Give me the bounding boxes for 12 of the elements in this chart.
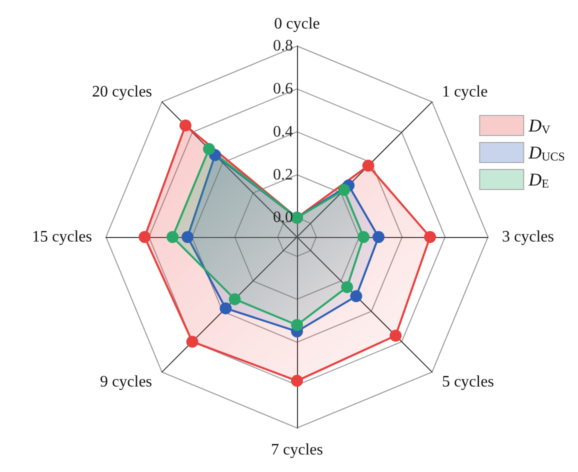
y-tick-label: 0.2 xyxy=(273,166,293,184)
y-tick-label: 0.6 xyxy=(273,80,293,98)
spoke-label: 9 cycles xyxy=(100,373,152,390)
spoke-label: 1 cycle xyxy=(442,84,488,101)
spoke-label: 0 cycle xyxy=(274,16,320,32)
y-tick-label: 0.4 xyxy=(273,123,293,140)
spoke-label: 20 cycles xyxy=(92,84,152,101)
spoke-label: 5 cycles xyxy=(442,373,494,390)
spoke-label: 15 cycles xyxy=(32,228,92,246)
y-tick-label: 0.8 xyxy=(273,38,293,54)
spoke-label: 7 cycles xyxy=(271,442,323,458)
spoke-label: 3 cycles xyxy=(502,228,554,246)
